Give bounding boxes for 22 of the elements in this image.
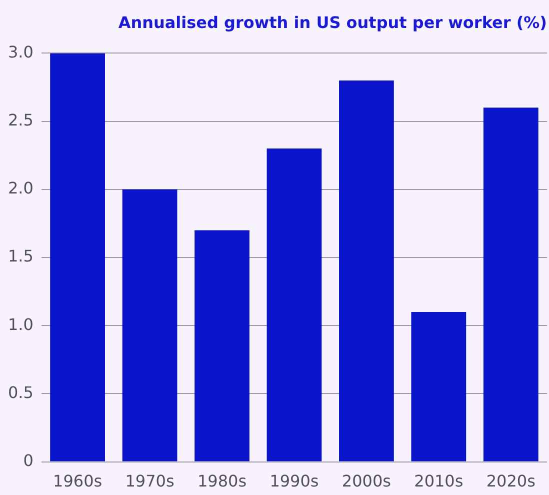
bar <box>266 148 322 462</box>
x-tick-label: 2020s <box>486 472 536 491</box>
bar <box>411 312 466 462</box>
y-tick-label: 0.5 <box>8 382 34 402</box>
x-tick-label: 1990s <box>270 472 319 491</box>
bar <box>50 53 105 462</box>
x-tick-label: 1970s <box>125 472 174 491</box>
bar <box>194 230 250 462</box>
bar <box>483 108 538 462</box>
x-tick-label: 2000s <box>342 472 391 491</box>
y-tick-label: 0 <box>23 450 34 470</box>
y-tick-label: 1.5 <box>8 246 34 266</box>
x-tick-label: 1980s <box>197 472 247 491</box>
y-tick-label: 1.0 <box>8 314 34 334</box>
bar <box>122 189 178 462</box>
x-tick-label: 2010s <box>414 472 464 491</box>
bar <box>339 80 394 462</box>
x-tick-label: 1960s <box>53 472 102 491</box>
y-tick-label: 3.0 <box>8 42 34 62</box>
y-tick-label: 2.0 <box>8 178 34 198</box>
y-tick-label: 2.5 <box>8 110 34 130</box>
chart-title: Annualised growth in US output per worker (%) <box>118 12 547 32</box>
